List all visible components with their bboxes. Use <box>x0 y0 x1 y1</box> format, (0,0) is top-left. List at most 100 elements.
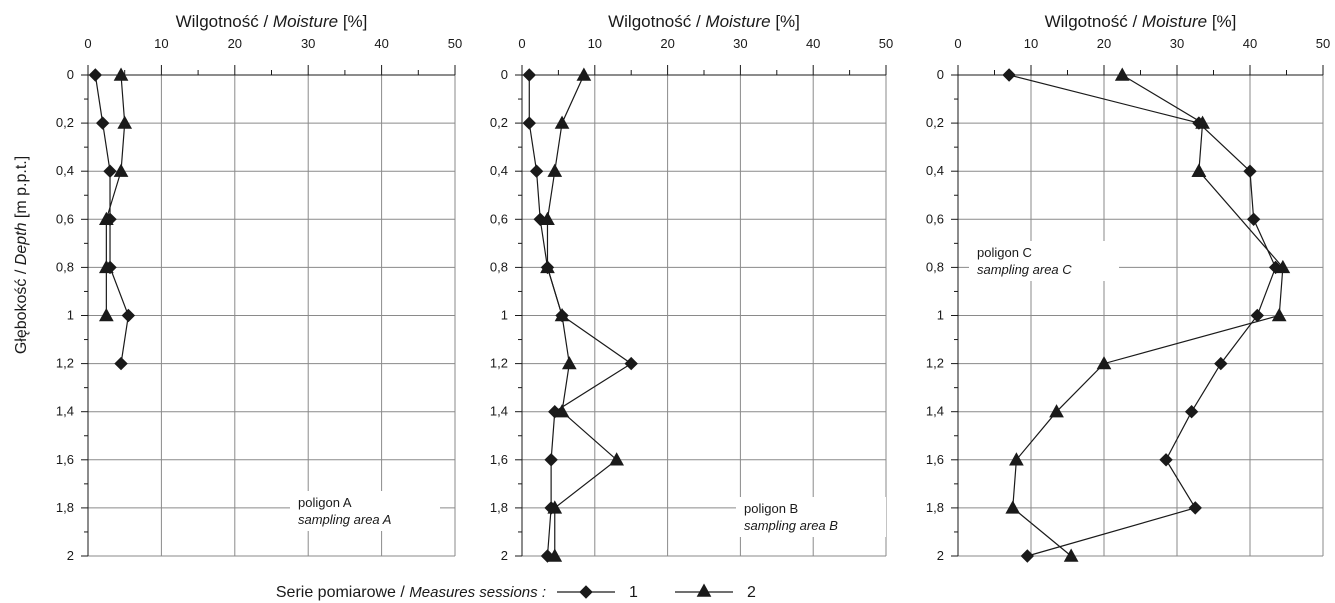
x-tick-label: 0 <box>518 36 525 51</box>
y-tick-label: 0,2 <box>926 115 944 130</box>
y-tick-label: 0 <box>67 67 74 82</box>
series-1-point <box>121 308 136 323</box>
x-axis-title: Wilgotność / Moisture [%] <box>608 12 800 31</box>
series-1-point <box>95 116 110 130</box>
x-tick-label: 10 <box>154 36 168 51</box>
series-2-point <box>540 259 555 274</box>
x-tick-label: 40 <box>806 36 820 51</box>
series-1-point <box>114 356 128 371</box>
y-tick-label: 0,4 <box>926 163 944 178</box>
x-tick-label: 0 <box>84 36 91 51</box>
y-tick-label: 2 <box>937 548 944 563</box>
x-tick-label: 20 <box>660 36 674 51</box>
series-1-point <box>1188 501 1202 515</box>
series-2-point <box>1009 452 1024 466</box>
series-1-point <box>103 164 117 178</box>
y-tick-label: 1,6 <box>56 452 74 467</box>
y-axis-title: Głębokość / Depth [m p.p.t.] <box>13 156 30 354</box>
series-2-point <box>99 211 114 225</box>
series-1-point <box>88 68 103 82</box>
y-tick-label: 0,6 <box>490 211 508 226</box>
x-tick-label: 20 <box>228 36 242 51</box>
series-2-point <box>1096 356 1112 370</box>
series-2-point <box>1005 500 1021 514</box>
series-1-point <box>1243 164 1257 178</box>
x-tick-label: 50 <box>879 36 893 51</box>
x-tick-label: 50 <box>1316 36 1330 51</box>
panel-a: 00,20,40,60,811,21,41,61,820 10 20 30 40 50Wi… <box>56 12 462 563</box>
series-2-point <box>1114 67 1130 81</box>
x-axis-title: Wilgotność / Moisture [%] <box>1045 12 1237 31</box>
annotation-sublabel: sampling area A <box>298 512 391 527</box>
annotation-bg <box>969 241 1119 281</box>
x-tick-label: 20 <box>1097 36 1111 51</box>
series-2-point <box>1049 404 1064 418</box>
series-2-point <box>576 67 592 81</box>
y-tick-label: 0,2 <box>56 115 74 130</box>
annotation-bg <box>290 491 440 531</box>
y-tick-label: 1,4 <box>490 404 508 419</box>
series-1-point <box>1214 356 1228 371</box>
series-2-point <box>1275 259 1291 274</box>
series-2-point <box>547 548 563 562</box>
series-2-point <box>554 307 570 322</box>
y-tick-label: 1,8 <box>490 500 508 515</box>
y-tick-label: 0 <box>501 67 508 82</box>
series-1-point <box>1184 404 1199 419</box>
y-tick-label: 1,2 <box>490 356 508 371</box>
y-tick-label: 1 <box>937 308 944 323</box>
annotation-label: poligon A <box>298 495 352 510</box>
annotation-sublabel: sampling area C <box>977 262 1072 277</box>
y-tick-label: 0,8 <box>926 259 944 274</box>
panel-b: 00,20,40,60,811,21,41,61,820 10 20 30 40 50Wi… <box>490 12 893 563</box>
y-tick-label: 1,4 <box>56 404 74 419</box>
series-2-point <box>547 163 563 177</box>
legend-title: Serie pomiarowe / Measures sessions : <box>276 584 546 601</box>
legend: Serie pomiarowe / Measures sessions : 1 2 <box>276 583 756 601</box>
y-tick-label: 1,2 <box>926 356 944 371</box>
series-1-point <box>529 164 544 178</box>
series-2-line <box>1012 74 1284 557</box>
x-tick-label: 30 <box>733 36 747 51</box>
series-2-point <box>99 259 114 274</box>
series-2-point <box>113 67 129 81</box>
series-2-line <box>105 74 126 316</box>
series-2-point <box>540 211 555 225</box>
y-tick-label: 1 <box>501 308 508 323</box>
series-1-point <box>1020 549 1035 563</box>
legend-label-2: 2 <box>747 584 756 601</box>
x-axis-title: Wilgotność / Moisture [%] <box>176 12 368 31</box>
y-tick-label: 0,8 <box>56 259 74 274</box>
y-tick-label: 0,8 <box>490 259 508 274</box>
x-tick-label: 30 <box>1170 36 1184 51</box>
x-tick-label: 0 <box>954 36 961 51</box>
legend-marker-2 <box>696 583 712 597</box>
series-2-point <box>561 356 577 370</box>
annotation-label: poligon C <box>977 245 1032 260</box>
series-1-point <box>1159 453 1173 467</box>
y-tick-label: 0,4 <box>490 163 508 178</box>
annotation-sublabel: sampling area B <box>744 518 838 533</box>
series-2-point <box>1191 163 1207 177</box>
x-tick-label: 50 <box>448 36 462 51</box>
series-2-point <box>99 307 114 322</box>
y-tick-label: 1,6 <box>490 452 508 467</box>
y-tick-label: 2 <box>501 548 508 563</box>
y-tick-label: 1,4 <box>926 404 944 419</box>
series-1-point <box>544 453 558 467</box>
y-tick-label: 1,6 <box>926 452 944 467</box>
annotation-bg <box>736 497 886 537</box>
x-tick-label: 30 <box>301 36 315 51</box>
series-1-point <box>624 356 638 371</box>
panel-c: 00,20,40,60,811,21,41,61,820 10 20 30 40 50Wi… <box>926 12 1330 563</box>
y-tick-label: 0,4 <box>56 163 74 178</box>
series-2-point <box>547 500 563 514</box>
x-tick-label: 10 <box>1024 36 1038 51</box>
series-1-point <box>1246 212 1261 227</box>
y-tick-label: 1,8 <box>56 500 74 515</box>
y-tick-label: 0 <box>937 67 944 82</box>
y-tick-label: 0,2 <box>490 115 508 130</box>
series-2-point <box>113 163 129 177</box>
series-1-point <box>1002 68 1016 82</box>
